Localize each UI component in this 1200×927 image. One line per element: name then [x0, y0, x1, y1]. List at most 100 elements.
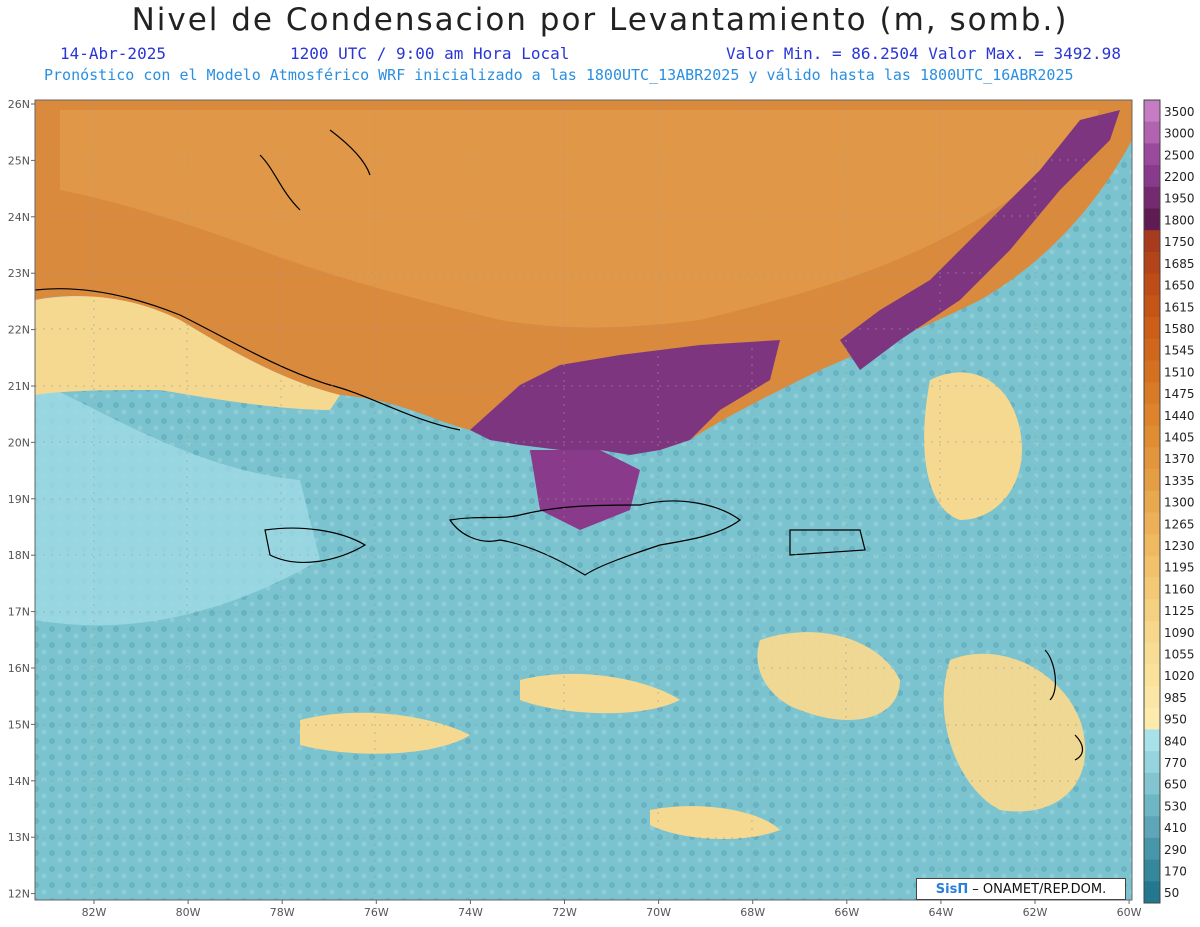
yellow-south-patch-1 — [300, 712, 470, 754]
colorbar-swatch — [1144, 707, 1160, 730]
graticule — [35, 100, 1132, 900]
lat-label: 26N — [8, 98, 30, 111]
yellow-cuba-region — [35, 296, 340, 410]
hispaniola-coast — [448, 500, 742, 576]
lat-label: 13N — [8, 831, 30, 844]
colorbar-swatch — [1144, 273, 1160, 296]
yellow-east-patch-1 — [924, 372, 1022, 520]
lat-label: 20N — [8, 436, 30, 449]
colorbar-swatch — [1144, 555, 1160, 578]
lon-label: 70W — [646, 906, 671, 919]
lon-label: 62W — [1023, 906, 1048, 919]
lat-label: 25N — [8, 154, 30, 167]
lon-label: 66W — [834, 906, 859, 919]
lat-label: 15N — [8, 718, 30, 731]
colorbar-label: 1020 — [1164, 669, 1195, 683]
min-max-values: Valor Min. = 86.2504 Valor Max. = 3492.9… — [726, 44, 1121, 63]
colorbar-label: 1370 — [1164, 452, 1195, 466]
lat-label: 14N — [8, 775, 30, 788]
lat-label: 19N — [8, 493, 30, 506]
colorbar-label: 1580 — [1164, 322, 1195, 336]
colorbar-swatch — [1144, 100, 1160, 123]
lon-label: 82W — [82, 906, 107, 919]
colorbar-swatch — [1144, 403, 1160, 427]
colorbar-label: 1685 — [1164, 257, 1195, 271]
purple-max-region — [470, 340, 780, 455]
forecast-time: 1200 UTC / 9:00 am Hora Local — [290, 44, 570, 63]
colorbar-label: 1230 — [1164, 539, 1195, 553]
lat-label: 12N — [8, 888, 30, 901]
colorbar-frame — [1143, 99, 1161, 904]
lat-label: 16N — [8, 662, 30, 675]
colorbar-swatch — [1144, 620, 1160, 644]
lon-label: 74W — [458, 906, 483, 919]
colorbar-label: 950 — [1164, 713, 1187, 727]
colorbar-label: 840 — [1164, 734, 1187, 748]
colorbar-label: 1405 — [1164, 430, 1195, 444]
colorbar-swatch — [1144, 664, 1160, 687]
colorbar-swatch — [1144, 772, 1160, 795]
puerto-rico-coast — [789, 529, 866, 556]
colorbar-swatch — [1144, 490, 1160, 513]
colorbar-label: 1265 — [1164, 517, 1195, 531]
colorbar-swatch — [1144, 794, 1160, 817]
colorbar-swatch — [1144, 599, 1160, 622]
colorbar-swatch — [1144, 447, 1160, 470]
colorbar-swatch — [1144, 382, 1160, 405]
colorbar-label: 1440 — [1164, 409, 1195, 423]
colorbar-swatch — [1144, 338, 1160, 361]
lon-label: 76W — [364, 906, 389, 919]
colorbar-swatch — [1144, 859, 1160, 882]
colorbar-swatch — [1144, 186, 1160, 210]
colorbar-label: 1800 — [1164, 213, 1195, 227]
yellow-south-patch-2 — [520, 673, 680, 714]
lon-label: 72W — [552, 906, 577, 919]
colorbar-label: 50 — [1164, 886, 1179, 900]
map-area — [35, 100, 1132, 900]
colorbar-label: 650 — [1164, 778, 1187, 792]
lon-label: 64W — [928, 906, 953, 919]
colorbar-label: 1195 — [1164, 561, 1195, 575]
colorbar-label: 290 — [1164, 843, 1187, 857]
map-frame — [34, 99, 1133, 901]
colorbar-swatch — [1144, 512, 1160, 535]
lon-label: 68W — [740, 906, 765, 919]
colorbar-label: 3000 — [1164, 127, 1195, 141]
colorbar-label: 1650 — [1164, 279, 1195, 293]
colorbar-swatch — [1144, 230, 1160, 253]
colorbar-label: 1615 — [1164, 300, 1195, 314]
colorbar-label: 530 — [1164, 799, 1187, 813]
colorbar-label: 1750 — [1164, 235, 1195, 249]
colorbar-label: 170 — [1164, 865, 1187, 879]
yellow-east-patch-3 — [943, 653, 1086, 812]
colorbar-swatch — [1144, 165, 1160, 188]
jamaica-coast — [264, 527, 367, 564]
credit-box: SisΠ – ONAMET/REP.DOM. — [916, 878, 1126, 900]
colorbar-swatch — [1144, 881, 1160, 904]
colorbar-swatch — [1144, 295, 1160, 318]
coastlines — [35, 129, 1084, 761]
bahamas-coast — [259, 129, 371, 211]
yellow-south-patch-3 — [650, 806, 780, 840]
colorbar-label: 1950 — [1164, 192, 1195, 206]
lon-label: 80W — [176, 906, 201, 919]
lat-label: 22N — [8, 324, 30, 337]
sispi-logo: SisΠ — [935, 881, 969, 897]
colorbar-swatch — [1144, 685, 1160, 709]
colorbar-swatch — [1144, 317, 1160, 340]
colorbar-swatch — [1144, 816, 1160, 839]
colorbar-label: 2200 — [1164, 170, 1195, 184]
orange-light-region — [60, 110, 1100, 328]
lon-label: 60W — [1117, 906, 1142, 919]
colorbar-label: 1335 — [1164, 474, 1195, 488]
colorbar-swatch — [1144, 143, 1160, 166]
colorbar-label: 1510 — [1164, 365, 1195, 379]
map-title: Nivel de Condensacion por Levantamiento … — [131, 2, 1069, 38]
colorbar-swatch — [1144, 425, 1160, 448]
colorbar-swatch — [1144, 837, 1160, 861]
lat-label: 23N — [8, 267, 30, 280]
colorbar-swatch — [1144, 208, 1160, 231]
colorbar-label: 985 — [1164, 691, 1187, 705]
lat-label: 18N — [8, 549, 30, 562]
